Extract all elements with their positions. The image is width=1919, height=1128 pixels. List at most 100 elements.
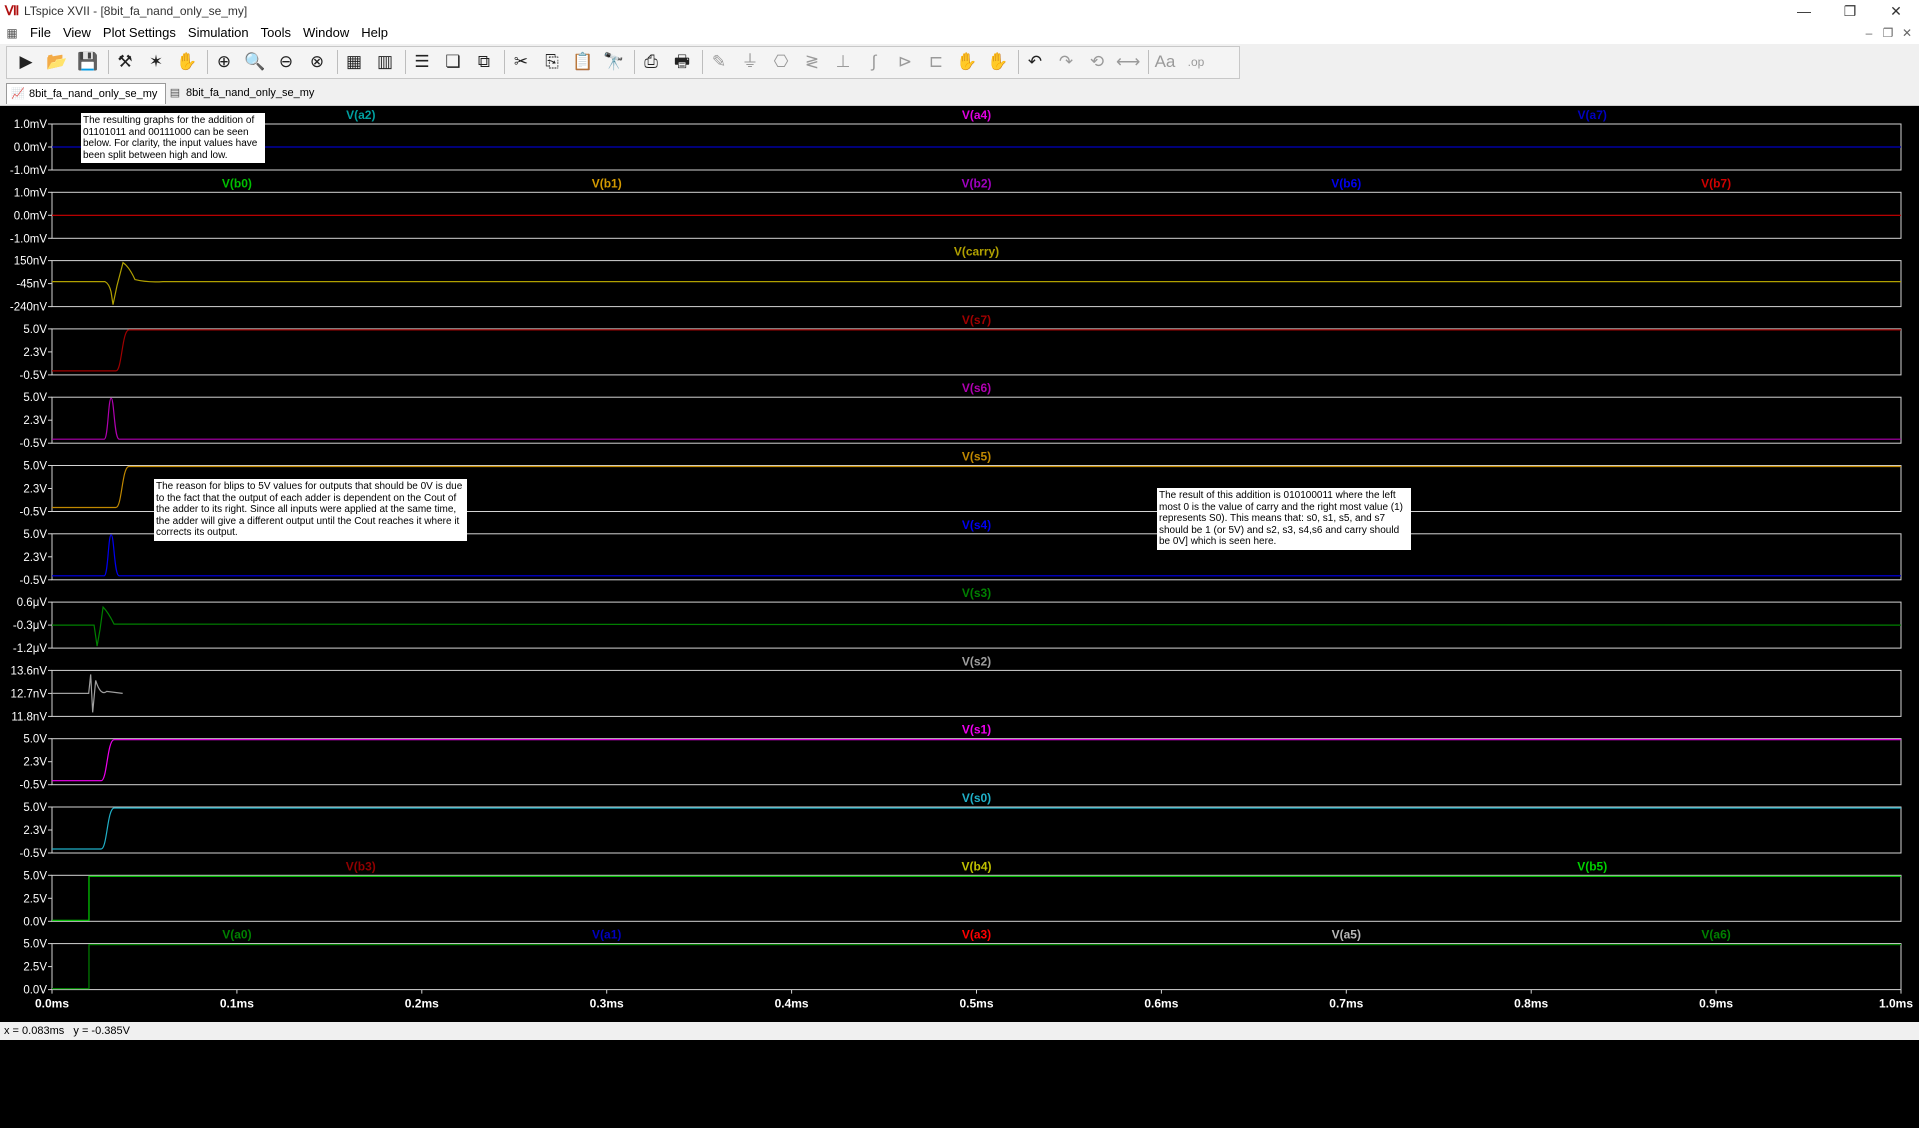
document-system-menu-icon[interactable]: ▦ bbox=[6, 26, 18, 40]
waveform-trace[interactable] bbox=[52, 674, 123, 713]
plot-pane-5[interactable]: V(s5) 5.0V 2.3V -0.5V bbox=[20, 450, 1902, 519]
run-icon[interactable]: ▶ bbox=[19, 52, 33, 71]
zoom-area-icon[interactable]: 🔍 bbox=[244, 52, 266, 71]
menu-view[interactable]: View bbox=[62, 25, 91, 40]
tab-schematic[interactable]: ▤ 8bit_fa_nand_only_se_my bbox=[164, 83, 322, 103]
plot-pane-6[interactable]: V(s4) 5.0V 2.3V -0.5V bbox=[20, 518, 1902, 587]
plot-pane-12[interactable]: V(a0) V(a1) V(a3) V(a5) V(a6) 5.0V 2.5V 0.0V bbox=[23, 928, 1902, 997]
trace-label[interactable]: V(s5) bbox=[962, 450, 991, 464]
trace-label[interactable]: V(a3) bbox=[962, 928, 991, 942]
trace-label[interactable]: V(a0) bbox=[222, 928, 251, 942]
waveform-trace[interactable] bbox=[52, 875, 1901, 921]
trace-label[interactable]: V(s1) bbox=[962, 723, 991, 737]
text-icon[interactable]: Aa bbox=[1154, 52, 1176, 71]
menu-file[interactable]: File bbox=[30, 25, 51, 40]
plot-pane-7[interactable]: V(s3) 0.6μV -0.3μV -1.2μV bbox=[13, 586, 1902, 655]
plot-pane-2[interactable]: V(carry) 150nV -45nV -240nV bbox=[10, 245, 1902, 314]
menu-tools[interactable]: Tools bbox=[260, 25, 291, 40]
waveform-trace[interactable] bbox=[52, 261, 1901, 305]
label-icon[interactable]: ⎔ bbox=[773, 52, 789, 71]
ground-icon[interactable]: ⏚ bbox=[741, 52, 759, 71]
trace-label[interactable]: V(carry) bbox=[954, 245, 999, 259]
save-icon[interactable]: 💾 bbox=[77, 52, 99, 71]
spice-directive-icon[interactable]: .op bbox=[1187, 55, 1205, 69]
resistor-icon[interactable]: ≷ bbox=[804, 52, 820, 71]
trace-label[interactable]: V(a1) bbox=[592, 928, 621, 942]
mirror-icon[interactable]: ⟷ bbox=[1116, 52, 1141, 71]
trace-label[interactable]: V(b0) bbox=[222, 176, 252, 190]
trace-label[interactable]: V(s6) bbox=[962, 381, 991, 395]
paste-icon[interactable]: 📋 bbox=[572, 52, 594, 71]
plot-pane-10[interactable]: V(s0) 5.0V 2.3V -0.5V bbox=[20, 791, 1902, 860]
zoom-out-icon[interactable]: ⊖ bbox=[278, 52, 294, 71]
print-icon[interactable]: 🖶 bbox=[673, 52, 691, 71]
plot-pane-8[interactable]: V(s2) 13.6nV 12.7nV 11.8nV bbox=[11, 654, 1902, 723]
trace-label[interactable]: V(s7) bbox=[962, 313, 991, 327]
document-minimize-button[interactable]: – bbox=[1865, 26, 1873, 40]
tile-vertical-icon[interactable]: ⧉ bbox=[477, 52, 491, 71]
minimize-button[interactable]: — bbox=[1797, 3, 1811, 19]
diode-icon[interactable]: ⊳ bbox=[897, 52, 913, 71]
find-icon[interactable]: 🔭 bbox=[603, 52, 625, 71]
print-setup-icon[interactable]: ⎙ bbox=[644, 52, 658, 71]
tile-horizontal-icon[interactable]: ☰ bbox=[414, 52, 430, 71]
plot-pane-0[interactable]: V(a2) V(a4) V(a7) 1.0mV 0.0mV -1.0mV bbox=[10, 108, 1902, 177]
trace-label[interactable]: V(a5) bbox=[1332, 928, 1361, 942]
menu-window[interactable]: Window bbox=[302, 25, 350, 40]
trace-label[interactable]: V(s4) bbox=[962, 518, 991, 532]
waveform-trace[interactable] bbox=[52, 329, 1901, 372]
open-folder-icon[interactable]: 📂 bbox=[46, 52, 68, 71]
trace-label[interactable]: V(b6) bbox=[1331, 176, 1361, 190]
redo-icon[interactable]: ↷ bbox=[1058, 52, 1074, 71]
control-panel-icon[interactable]: ⚒ bbox=[117, 52, 133, 71]
waveform-viewer[interactable]: V(a2) V(a4) V(a7) 1.0mV 0.0mV -1.0mV V(b0) V(b1… bbox=[0, 106, 1919, 1128]
trace-label[interactable]: V(a4) bbox=[962, 108, 991, 122]
move-icon[interactable]: ✋ bbox=[956, 52, 978, 71]
trace-label[interactable]: V(a6) bbox=[1701, 928, 1730, 942]
waveform-trace[interactable] bbox=[52, 605, 1902, 647]
waveform-trace[interactable] bbox=[52, 397, 1901, 440]
close-button[interactable]: ✕ bbox=[1890, 3, 1902, 19]
document-restore-button[interactable]: ❐ bbox=[1882, 26, 1894, 40]
drag-icon[interactable]: ✋ bbox=[987, 52, 1009, 71]
cascade-icon[interactable]: ❏ bbox=[445, 52, 461, 71]
menu-plot-settings[interactable]: Plot Settings bbox=[102, 25, 176, 40]
trace-label[interactable]: V(b4) bbox=[962, 859, 992, 873]
tab-waveform[interactable]: 📈 8bit_fa_nand_only_se_my bbox=[6, 83, 167, 104]
pan-hand-icon[interactable]: ✋ bbox=[176, 52, 198, 71]
plot-pane-11[interactable]: V(b3) V(b4) V(b5) 5.0V 2.5V 0.0V bbox=[23, 859, 1902, 928]
plot-pane-4[interactable]: V(s6) 5.0V 2.3V -0.5V bbox=[20, 381, 1902, 450]
rotate-icon[interactable]: ⟲ bbox=[1089, 52, 1105, 71]
trace-label[interactable]: V(s0) bbox=[962, 791, 991, 805]
plot-pane-3[interactable]: V(s7) 5.0V 2.3V -0.5V bbox=[20, 313, 1902, 382]
trace-label[interactable]: V(s2) bbox=[962, 654, 991, 668]
plot-pane-9[interactable]: V(s1) 5.0V 2.3V -0.5V bbox=[20, 723, 1902, 792]
menu-simulation[interactable]: Simulation bbox=[187, 25, 249, 40]
inductor-icon[interactable]: ∫ bbox=[871, 52, 877, 71]
plot-pane-1[interactable]: V(b0) V(b1) V(b2) V(b6) V(b7) 1.0mV 0.0mV -1.0m… bbox=[10, 176, 1902, 245]
waveform-trace[interactable] bbox=[52, 534, 1901, 577]
copy-icon[interactable]: ⎘ bbox=[545, 52, 559, 71]
capacitor-icon[interactable]: ⊥ bbox=[835, 52, 851, 71]
trace-label[interactable]: V(s3) bbox=[962, 586, 991, 600]
halt-icon[interactable]: ✶ bbox=[148, 52, 164, 71]
autorange-icon[interactable]: ▦ bbox=[345, 52, 363, 71]
undo-icon[interactable]: ↶ bbox=[1027, 52, 1043, 71]
waveform-trace[interactable] bbox=[52, 465, 1901, 509]
grid-icon[interactable]: ▥ bbox=[376, 52, 394, 71]
waveform-trace[interactable] bbox=[52, 807, 1901, 850]
component-icon[interactable]: ⊏ bbox=[928, 52, 944, 71]
wire-icon[interactable]: ✎ bbox=[711, 52, 727, 71]
trace-label[interactable]: V(b3) bbox=[346, 859, 376, 873]
cut-icon[interactable]: ✂ bbox=[513, 52, 529, 71]
menu-help[interactable]: Help bbox=[361, 25, 388, 40]
trace-label[interactable]: V(b1) bbox=[592, 176, 622, 190]
maximize-button[interactable]: ❐ bbox=[1843, 3, 1857, 19]
trace-label[interactable]: V(b5) bbox=[1577, 859, 1607, 873]
waveform-trace[interactable] bbox=[52, 739, 1901, 782]
zoom-in-icon[interactable]: ⊕ bbox=[216, 52, 232, 71]
waveform-plot[interactable]: V(a2) V(a4) V(a7) 1.0mV 0.0mV -1.0mV V(b0) V(b1… bbox=[0, 106, 1919, 1022]
trace-label[interactable]: V(b2) bbox=[962, 176, 992, 190]
trace-label[interactable]: V(a7) bbox=[1578, 108, 1607, 122]
trace-label[interactable]: V(b7) bbox=[1701, 176, 1731, 190]
